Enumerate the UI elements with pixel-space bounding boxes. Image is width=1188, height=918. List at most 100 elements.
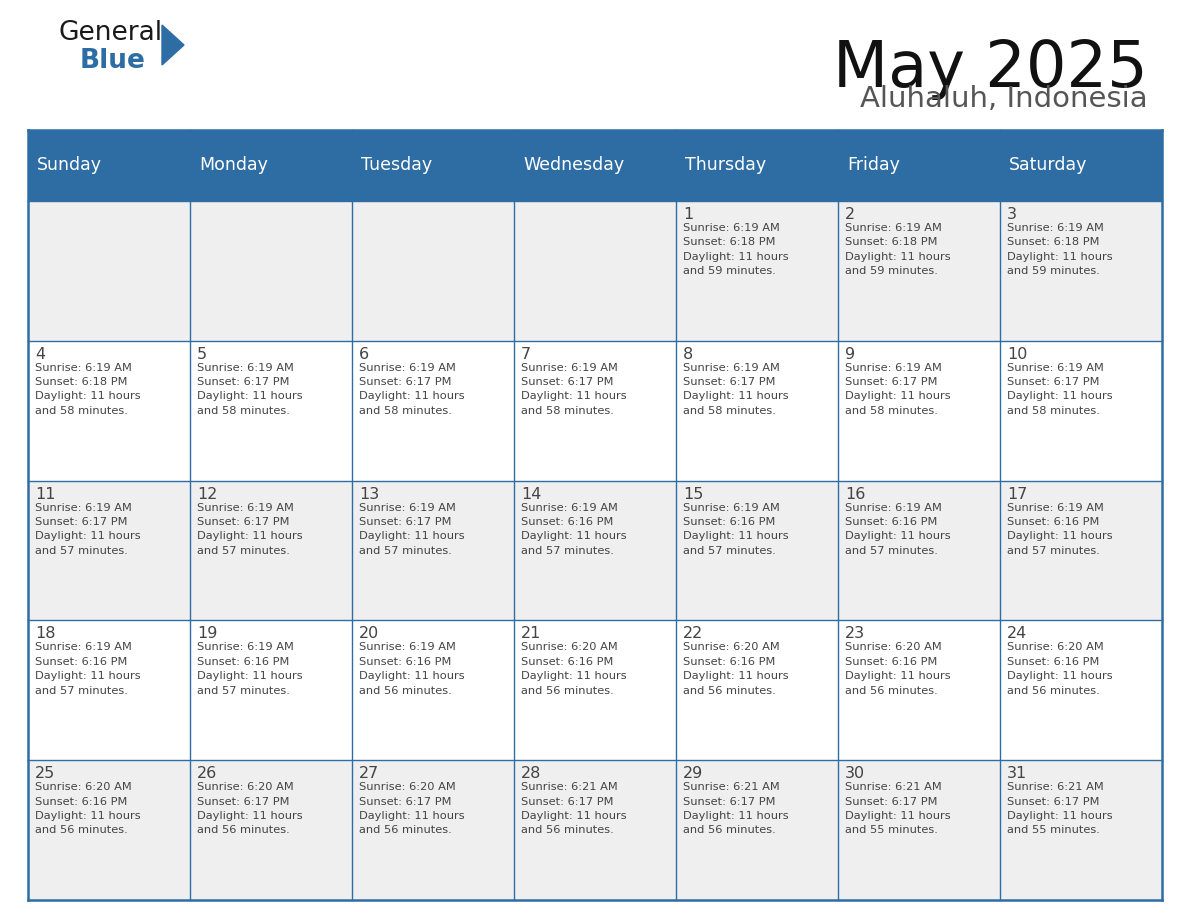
Text: Sunrise: 6:20 AM
Sunset: 6:17 PM
Daylight: 11 hours
and 56 minutes.: Sunrise: 6:20 AM Sunset: 6:17 PM Dayligh… (197, 782, 303, 835)
Bar (190, 201, 352, 341)
Polygon shape (162, 25, 184, 65)
Text: 27: 27 (359, 767, 379, 781)
Text: 13: 13 (359, 487, 379, 501)
Bar (1000, 341, 1162, 480)
Bar (29, 760, 190, 900)
Text: 6: 6 (359, 347, 369, 362)
Bar (514, 201, 676, 341)
Text: Wednesday: Wednesday (523, 156, 624, 174)
Text: 18: 18 (34, 626, 56, 642)
Text: Sunrise: 6:19 AM
Sunset: 6:17 PM
Daylight: 11 hours
and 58 minutes.: Sunrise: 6:19 AM Sunset: 6:17 PM Dayligh… (1007, 363, 1113, 416)
Text: Sunrise: 6:20 AM
Sunset: 6:17 PM
Daylight: 11 hours
and 56 minutes.: Sunrise: 6:20 AM Sunset: 6:17 PM Dayligh… (359, 782, 465, 835)
Text: 11: 11 (34, 487, 56, 501)
Text: Sunrise: 6:19 AM
Sunset: 6:17 PM
Daylight: 11 hours
and 58 minutes.: Sunrise: 6:19 AM Sunset: 6:17 PM Dayligh… (845, 363, 950, 416)
Bar (838, 621, 1000, 760)
Bar (29, 480, 190, 621)
Text: Friday: Friday (847, 156, 899, 174)
Text: Saturday: Saturday (1009, 156, 1087, 174)
Text: Sunrise: 6:19 AM
Sunset: 6:16 PM
Daylight: 11 hours
and 57 minutes.: Sunrise: 6:19 AM Sunset: 6:16 PM Dayligh… (1007, 502, 1113, 555)
Text: Sunrise: 6:19 AM
Sunset: 6:16 PM
Daylight: 11 hours
and 57 minutes.: Sunrise: 6:19 AM Sunset: 6:16 PM Dayligh… (34, 643, 140, 696)
Text: Monday: Monday (200, 156, 267, 174)
Bar (676, 201, 838, 341)
Bar (352, 341, 514, 480)
Text: Sunrise: 6:19 AM
Sunset: 6:17 PM
Daylight: 11 hours
and 58 minutes.: Sunrise: 6:19 AM Sunset: 6:17 PM Dayligh… (522, 363, 626, 416)
Bar (190, 480, 352, 621)
Bar (514, 341, 676, 480)
Text: Sunrise: 6:21 AM
Sunset: 6:17 PM
Daylight: 11 hours
and 56 minutes.: Sunrise: 6:21 AM Sunset: 6:17 PM Dayligh… (522, 782, 626, 835)
Text: 21: 21 (522, 626, 542, 642)
Text: 17: 17 (1007, 487, 1028, 501)
Bar (676, 341, 838, 480)
Text: 2: 2 (845, 207, 855, 222)
Bar (1000, 480, 1162, 621)
Bar (676, 130, 838, 201)
Text: 7: 7 (522, 347, 531, 362)
Text: Sunrise: 6:20 AM
Sunset: 6:16 PM
Daylight: 11 hours
and 56 minutes.: Sunrise: 6:20 AM Sunset: 6:16 PM Dayligh… (1007, 643, 1113, 696)
Text: Blue: Blue (80, 48, 146, 74)
Bar (838, 341, 1000, 480)
Bar (29, 341, 190, 480)
Text: 15: 15 (683, 487, 703, 501)
Bar (29, 621, 190, 760)
Text: 19: 19 (197, 626, 217, 642)
Bar (352, 480, 514, 621)
Text: Sunrise: 6:20 AM
Sunset: 6:16 PM
Daylight: 11 hours
and 56 minutes.: Sunrise: 6:20 AM Sunset: 6:16 PM Dayligh… (34, 782, 140, 835)
Bar (514, 480, 676, 621)
Text: Sunrise: 6:19 AM
Sunset: 6:18 PM
Daylight: 11 hours
and 59 minutes.: Sunrise: 6:19 AM Sunset: 6:18 PM Dayligh… (683, 223, 789, 276)
Text: 9: 9 (845, 347, 855, 362)
Bar (352, 130, 514, 201)
Text: 26: 26 (197, 767, 217, 781)
Bar (676, 480, 838, 621)
Text: Sunrise: 6:19 AM
Sunset: 6:17 PM
Daylight: 11 hours
and 57 minutes.: Sunrise: 6:19 AM Sunset: 6:17 PM Dayligh… (359, 502, 465, 555)
Text: 3: 3 (1007, 207, 1017, 222)
Text: Sunrise: 6:19 AM
Sunset: 6:17 PM
Daylight: 11 hours
and 57 minutes.: Sunrise: 6:19 AM Sunset: 6:17 PM Dayligh… (34, 502, 140, 555)
Text: 4: 4 (34, 347, 45, 362)
Text: 10: 10 (1007, 347, 1028, 362)
Text: 30: 30 (845, 767, 865, 781)
Text: 29: 29 (683, 767, 703, 781)
Bar (676, 621, 838, 760)
Text: 31: 31 (1007, 767, 1028, 781)
Bar (29, 201, 190, 341)
Bar (838, 130, 1000, 201)
Bar (1000, 201, 1162, 341)
Text: 16: 16 (845, 487, 865, 501)
Text: Sunrise: 6:21 AM
Sunset: 6:17 PM
Daylight: 11 hours
and 55 minutes.: Sunrise: 6:21 AM Sunset: 6:17 PM Dayligh… (1007, 782, 1113, 835)
Text: Sunrise: 6:20 AM
Sunset: 6:16 PM
Daylight: 11 hours
and 56 minutes.: Sunrise: 6:20 AM Sunset: 6:16 PM Dayligh… (683, 643, 789, 696)
Text: 1: 1 (683, 207, 694, 222)
Bar (190, 621, 352, 760)
Text: Sunrise: 6:19 AM
Sunset: 6:16 PM
Daylight: 11 hours
and 57 minutes.: Sunrise: 6:19 AM Sunset: 6:16 PM Dayligh… (683, 502, 789, 555)
Text: 25: 25 (34, 767, 56, 781)
Text: 5: 5 (197, 347, 207, 362)
Text: 14: 14 (522, 487, 542, 501)
Text: 22: 22 (683, 626, 703, 642)
Text: Sunrise: 6:19 AM
Sunset: 6:17 PM
Daylight: 11 hours
and 57 minutes.: Sunrise: 6:19 AM Sunset: 6:17 PM Dayligh… (197, 502, 303, 555)
Bar (1000, 621, 1162, 760)
Text: Sunrise: 6:19 AM
Sunset: 6:16 PM
Daylight: 11 hours
and 57 minutes.: Sunrise: 6:19 AM Sunset: 6:16 PM Dayligh… (845, 502, 950, 555)
Bar (838, 480, 1000, 621)
Text: 8: 8 (683, 347, 694, 362)
Text: Sunrise: 6:19 AM
Sunset: 6:17 PM
Daylight: 11 hours
and 58 minutes.: Sunrise: 6:19 AM Sunset: 6:17 PM Dayligh… (197, 363, 303, 416)
Text: Sunrise: 6:19 AM
Sunset: 6:16 PM
Daylight: 11 hours
and 57 minutes.: Sunrise: 6:19 AM Sunset: 6:16 PM Dayligh… (197, 643, 303, 696)
Text: 28: 28 (522, 767, 542, 781)
Text: Sunrise: 6:19 AM
Sunset: 6:18 PM
Daylight: 11 hours
and 59 minutes.: Sunrise: 6:19 AM Sunset: 6:18 PM Dayligh… (1007, 223, 1113, 276)
Text: May 2025: May 2025 (833, 38, 1148, 100)
Text: Sunrise: 6:19 AM
Sunset: 6:17 PM
Daylight: 11 hours
and 58 minutes.: Sunrise: 6:19 AM Sunset: 6:17 PM Dayligh… (359, 363, 465, 416)
Bar (190, 130, 352, 201)
Text: Sunrise: 6:19 AM
Sunset: 6:18 PM
Daylight: 11 hours
and 59 minutes.: Sunrise: 6:19 AM Sunset: 6:18 PM Dayligh… (845, 223, 950, 276)
Text: Sunday: Sunday (37, 156, 102, 174)
Bar (514, 760, 676, 900)
Text: 23: 23 (845, 626, 865, 642)
Text: 20: 20 (359, 626, 379, 642)
Bar (676, 760, 838, 900)
Text: Sunrise: 6:19 AM
Sunset: 6:16 PM
Daylight: 11 hours
and 57 minutes.: Sunrise: 6:19 AM Sunset: 6:16 PM Dayligh… (522, 502, 626, 555)
Text: General: General (58, 20, 162, 46)
Text: Sunrise: 6:20 AM
Sunset: 6:16 PM
Daylight: 11 hours
and 56 minutes.: Sunrise: 6:20 AM Sunset: 6:16 PM Dayligh… (845, 643, 950, 696)
Bar (1000, 130, 1162, 201)
Text: Sunrise: 6:19 AM
Sunset: 6:18 PM
Daylight: 11 hours
and 58 minutes.: Sunrise: 6:19 AM Sunset: 6:18 PM Dayligh… (34, 363, 140, 416)
Text: Thursday: Thursday (685, 156, 766, 174)
Bar (352, 201, 514, 341)
Text: 12: 12 (197, 487, 217, 501)
Text: Sunrise: 6:19 AM
Sunset: 6:16 PM
Daylight: 11 hours
and 56 minutes.: Sunrise: 6:19 AM Sunset: 6:16 PM Dayligh… (359, 643, 465, 696)
Text: 24: 24 (1007, 626, 1028, 642)
